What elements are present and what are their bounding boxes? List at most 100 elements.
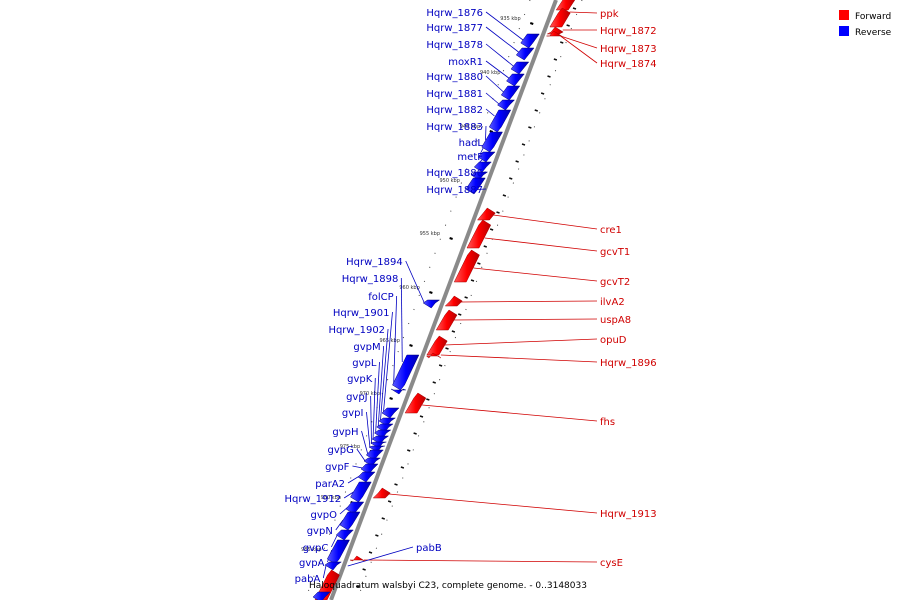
- gene-gvpj[interactable]: [370, 441, 387, 449]
- gene-label-opud[interactable]: opuD: [600, 335, 627, 346]
- gene-folcp[interactable]: [390, 388, 406, 395]
- gene-label-folcp[interactable]: folCP: [368, 292, 393, 303]
- gene-hqrw-1872[interactable]: [549, 7, 571, 28]
- gene-hqrw-1913[interactable]: [372, 487, 391, 499]
- gene-gvpi[interactable]: [368, 445, 385, 453]
- gene-hadl[interactable]: [477, 151, 496, 163]
- gene-hqrw-1894[interactable]: [422, 299, 441, 309]
- gene-label-gvpo[interactable]: gvpO: [310, 510, 337, 521]
- gene-gvpo[interactable]: [345, 501, 365, 515]
- gene-label-gvpa[interactable]: gvpA: [299, 558, 325, 569]
- gene-label-hqrw-1874[interactable]: Hqrw_1874: [600, 59, 657, 70]
- gene-label-moxr1[interactable]: moxR1: [448, 57, 483, 68]
- gene-fhs[interactable]: [404, 392, 427, 414]
- gene-gvpc[interactable]: [335, 529, 354, 541]
- gene-hqrw-1912[interactable]: [350, 481, 372, 503]
- gene-label-hadl[interactable]: hadL: [459, 138, 484, 149]
- gene-label-hqrw-1901[interactable]: Hqrw_1901: [333, 308, 390, 319]
- gene-label-hqrw-1873[interactable]: Hqrw_1873: [600, 44, 657, 55]
- gene-gcvt1[interactable]: [466, 219, 492, 249]
- gene-label-ppk[interactable]: ppk: [600, 9, 619, 20]
- gene-hqrw-1887[interactable]: [465, 177, 486, 195]
- scale-tick-minor: [387, 500, 392, 503]
- gene-hqrw-1880[interactable]: [500, 85, 521, 101]
- gene-label-hqrw-1896[interactable]: Hqrw_1896: [600, 358, 657, 369]
- gene-label-gvpf[interactable]: gvpF: [325, 462, 350, 473]
- gene-gvpf[interactable]: [360, 463, 379, 475]
- gene-label-hqrw-1877[interactable]: Hqrw_1877: [426, 23, 483, 34]
- gene-hqrw-1878[interactable]: [510, 61, 530, 75]
- gene-callout-line: [560, 35, 598, 64]
- gene-label-cyse[interactable]: cysE: [600, 558, 623, 569]
- gene-label-hqrw-1912[interactable]: Hqrw_1912: [285, 494, 342, 505]
- gene-label-hqrw-1872[interactable]: Hqrw_1872: [600, 26, 657, 37]
- gene-hqrw-1901[interactable]: [381, 407, 400, 419]
- gene-label-hqrw-1878[interactable]: Hqrw_1878: [426, 40, 483, 51]
- gene-gvpg[interactable]: [363, 457, 382, 467]
- scale-tick-label: 975 kbp: [340, 444, 360, 450]
- gene-label-hqrw-1881[interactable]: Hqrw_1881: [426, 89, 483, 100]
- gene-label-gvpn[interactable]: gvpN: [307, 526, 333, 537]
- gene-label-gvpg[interactable]: gvpG: [327, 445, 353, 456]
- gene-label-hqrw-1913[interactable]: Hqrw_1913: [600, 509, 657, 520]
- gene-gvpk[interactable]: [371, 435, 390, 445]
- gene-hqrw-1882[interactable]: [488, 109, 512, 133]
- gene-cyse[interactable]: [349, 555, 365, 562]
- genome-caption: Haloquadratum walsbyi C23, complete geno…: [309, 581, 587, 591]
- gene-gvpl[interactable]: [374, 429, 392, 439]
- gene-hqrw-1902[interactable]: [378, 417, 397, 427]
- gene-label-fhs[interactable]: fhs: [600, 417, 615, 428]
- gene-label-hqrw-1887[interactable]: Hqrw_1887: [426, 185, 483, 196]
- scale-tick-minor: [509, 177, 513, 180]
- gene-uspa8[interactable]: [435, 309, 458, 331]
- gene-gvpn[interactable]: [339, 511, 361, 531]
- gene-label-gvph[interactable]: gvpH: [332, 427, 358, 438]
- gene-gvph[interactable]: [365, 449, 384, 461]
- gene-label-hqrw-1876[interactable]: Hqrw_1876: [426, 8, 483, 19]
- gene-label-gvpl[interactable]: gvpL: [352, 358, 377, 369]
- gene-label-hqrw-1902[interactable]: Hqrw_1902: [328, 325, 385, 336]
- gene-label-hqrw-1880[interactable]: Hqrw_1880: [426, 72, 483, 83]
- gene-label-gvpi[interactable]: gvpI: [342, 408, 364, 419]
- gene-label-metf[interactable]: metF: [457, 152, 483, 163]
- gene-para2[interactable]: [357, 471, 376, 483]
- gene-label-paba[interactable]: pabA: [295, 574, 321, 585]
- gene-label-uspa8[interactable]: uspA8: [600, 315, 631, 326]
- gene-hqrw-1883[interactable]: [481, 131, 503, 153]
- gene-label-hqrw-1883[interactable]: Hqrw_1883: [426, 122, 483, 133]
- gene-gcvt2[interactable]: [453, 249, 480, 283]
- gene-ppk[interactable]: [555, 0, 576, 11]
- gene-metf[interactable]: [473, 161, 492, 173]
- gene-ilva2[interactable]: [444, 295, 463, 307]
- gene-gvpm[interactable]: [376, 423, 394, 433]
- gene-hqrw-1874[interactable]: [546, 30, 563, 37]
- gene-cre1[interactable]: [476, 207, 496, 221]
- gene-hqrw-1896[interactable]: [425, 352, 442, 359]
- gene-label-hqrw-1898[interactable]: Hqrw_1898: [342, 274, 399, 285]
- gene-label-gvpj[interactable]: gvpJ: [346, 392, 368, 403]
- gene-label-hqrw-1894[interactable]: Hqrw_1894: [346, 257, 403, 268]
- gene-moxr1[interactable]: [506, 73, 525, 87]
- gene-hqrw-1886[interactable]: [470, 171, 489, 181]
- gene-label-hqrw-1882[interactable]: Hqrw_1882: [426, 105, 483, 116]
- gene-label-pabb[interactable]: pabB: [416, 543, 442, 554]
- gene-label-gvpk[interactable]: gvpK: [347, 374, 373, 385]
- gene-label-gcvt2[interactable]: gcvT2: [600, 277, 630, 288]
- gene-hqrw-1876[interactable]: [520, 33, 540, 49]
- gene-label-cre1[interactable]: cre1: [600, 225, 622, 236]
- gene-hqrw-1873[interactable]: [547, 26, 564, 35]
- gene-label-hqrw-1886[interactable]: Hqrw_1886: [426, 168, 483, 179]
- gene-hqrw-1877[interactable]: [515, 47, 535, 61]
- gene-paba[interactable]: [324, 561, 343, 571]
- gene-gvpa[interactable]: [326, 539, 350, 565]
- gene-label-ilva2[interactable]: ilvA2: [600, 297, 625, 308]
- gene-label-gcvt1[interactable]: gcvT1: [600, 247, 630, 258]
- gene-opud[interactable]: [426, 335, 448, 356]
- gene-label-gvpc[interactable]: gvpC: [303, 543, 329, 554]
- gene-hqrw-1881[interactable]: [497, 99, 516, 111]
- gene-callout-line: [372, 377, 376, 441]
- gene-label-gvpm[interactable]: gvpM: [353, 342, 380, 353]
- gene-hqrw-1898[interactable]: [392, 354, 420, 391]
- scale-tick-minor: [560, 41, 564, 44]
- gene-label-para2[interactable]: parA2: [315, 479, 345, 490]
